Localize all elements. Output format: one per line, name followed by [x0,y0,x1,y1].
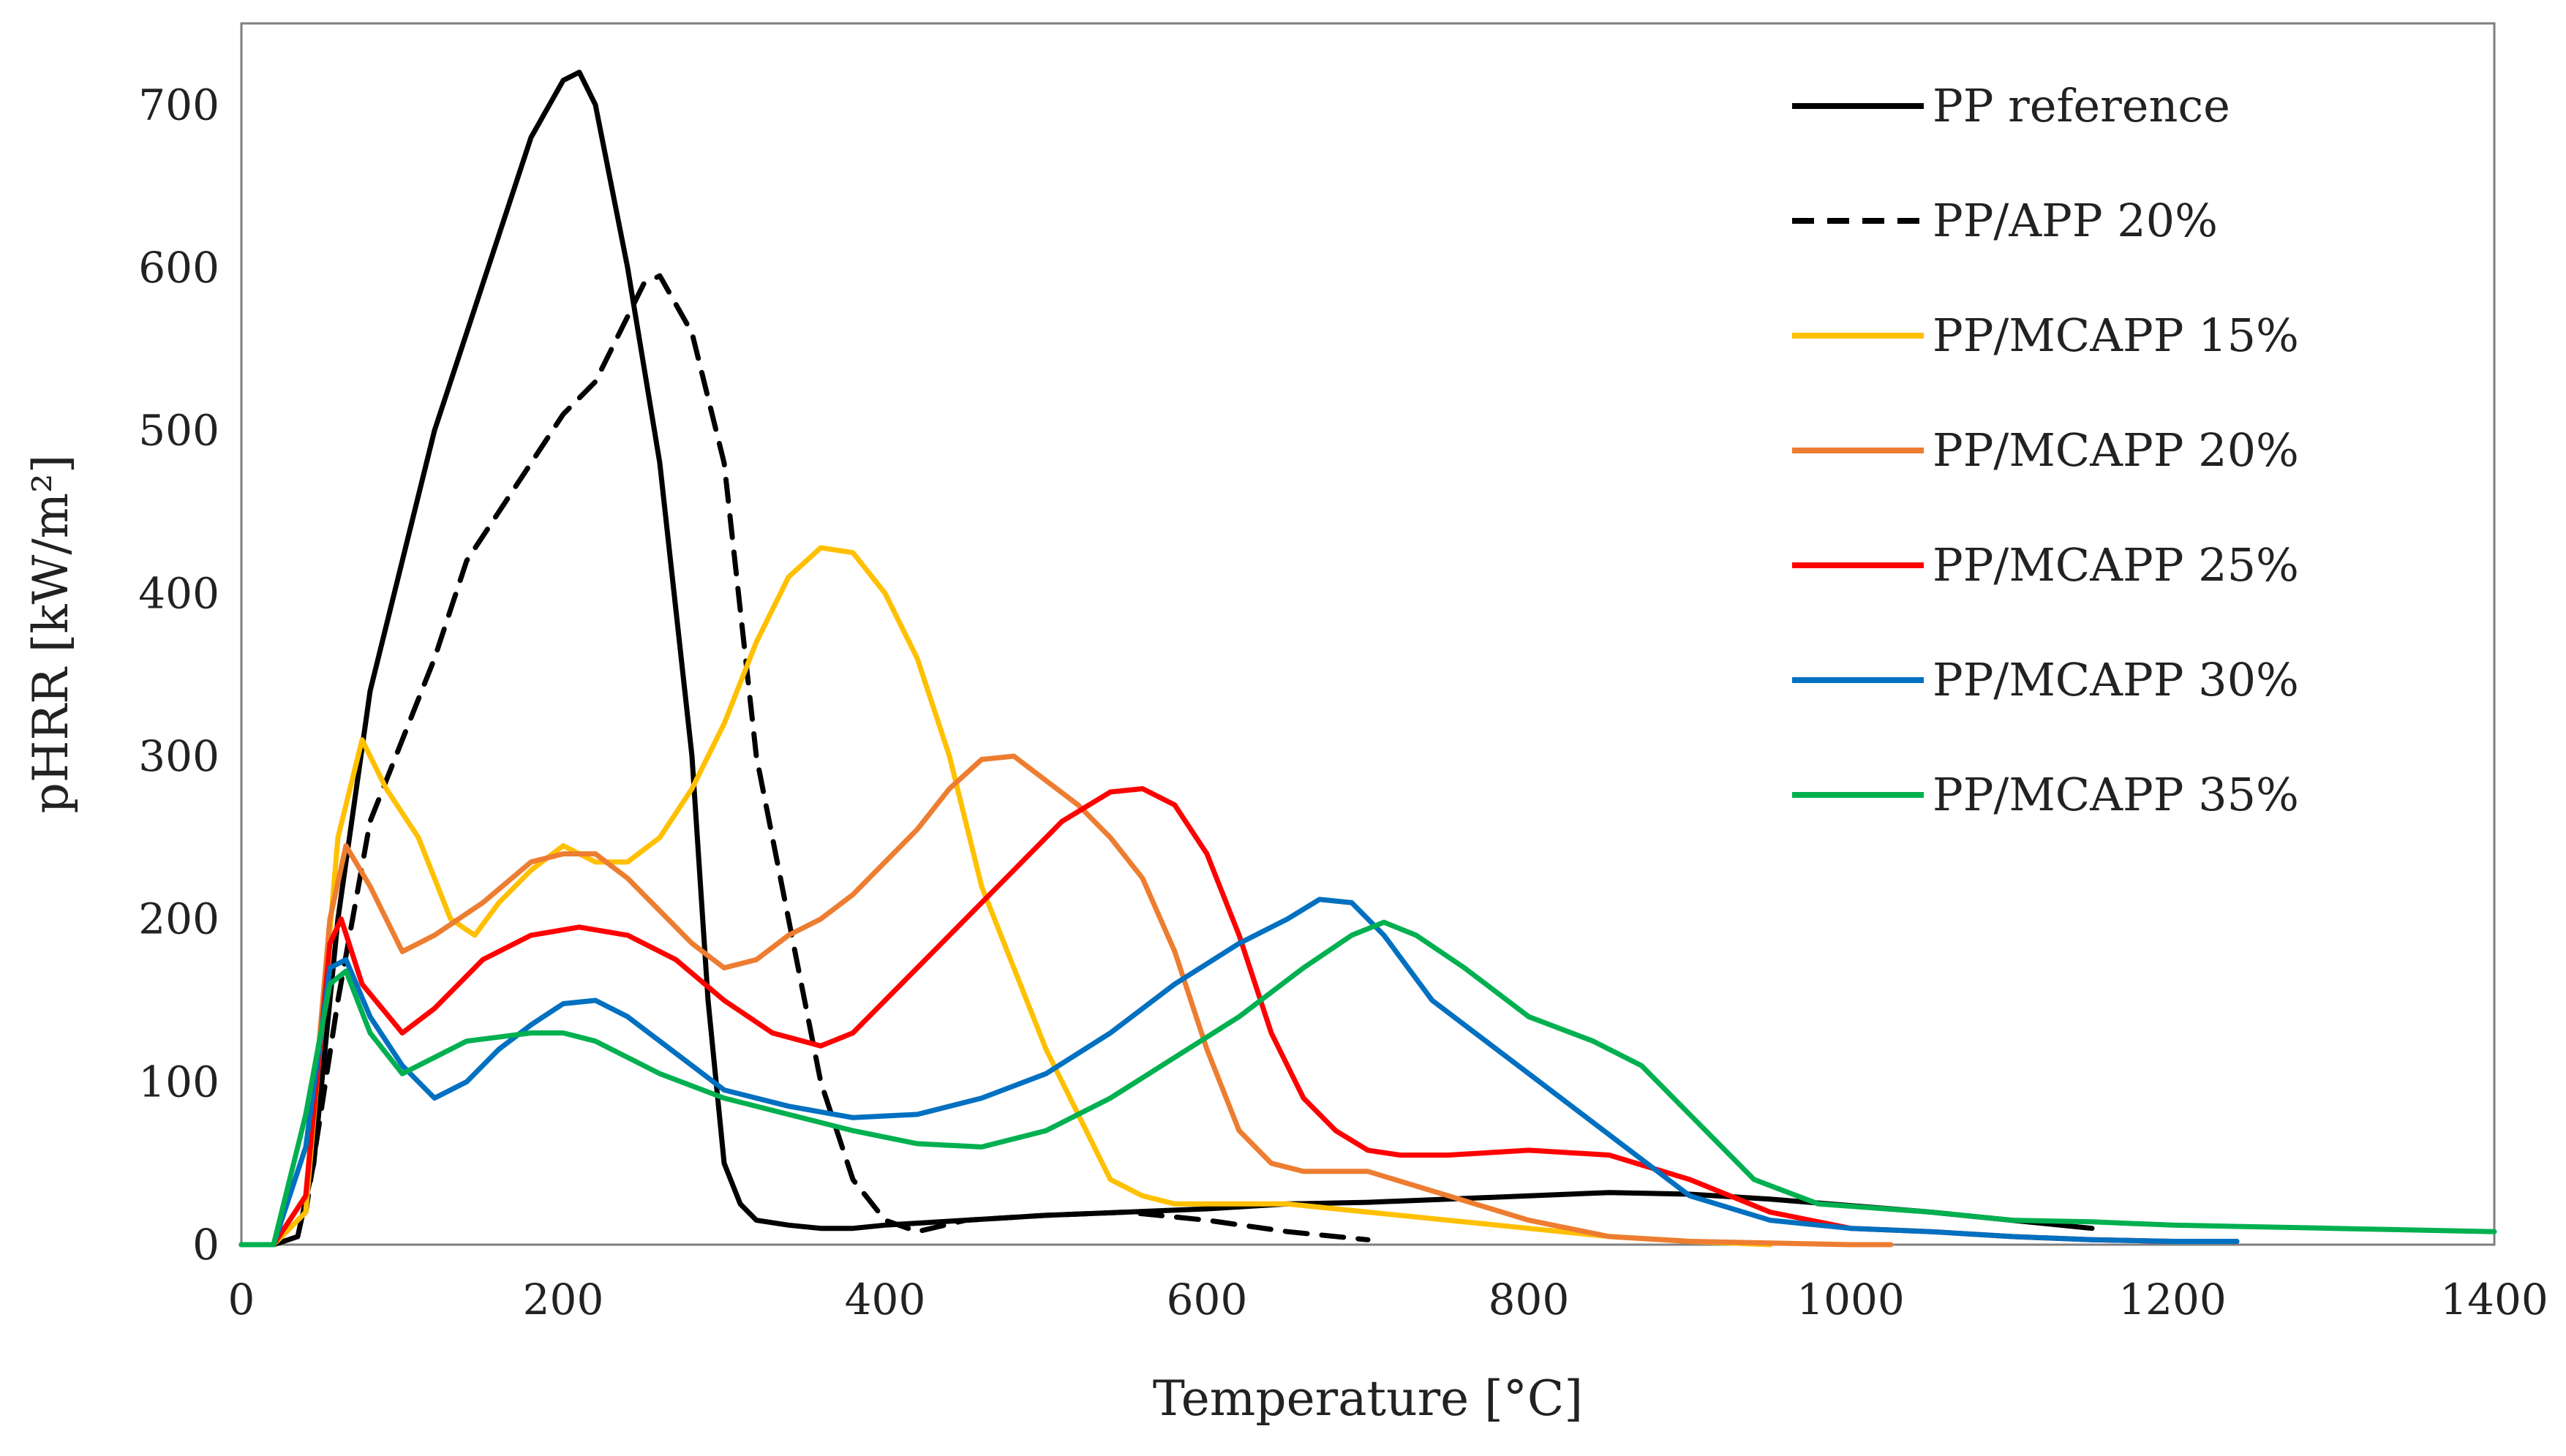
y-tick-label: 300 [138,731,219,781]
legend-label-4: PP/MCAPP 20% [1933,423,2299,477]
legend-label-6: PP/MCAPP 30% [1933,653,2299,706]
y-axis-title: pHRR [kW/m²] [23,455,79,814]
y-tick-label: 500 [138,406,219,456]
y-tick-label: 100 [138,1057,219,1106]
y-tick-label: 0 [192,1220,219,1270]
legend-label-2: PP/APP 20% [1933,194,2218,247]
x-tick-label: 200 [523,1275,604,1324]
ticks-layer: 0 200 400 600 800 1000 1200 1400 0 100 200 300 400 50… [138,80,2548,1324]
x-tick-label: 1000 [1796,1275,1905,1324]
series-line-4 [238,753,1894,1248]
x-tick-label: 1200 [2118,1275,2227,1324]
series-line-2 [238,273,1371,1248]
y-tick-label: 200 [138,894,219,944]
x-tick-label: 1400 [2440,1275,2548,1324]
y-tick-label: 700 [138,80,219,129]
x-tick-label: 800 [1489,1275,1570,1324]
series-line-5 [238,786,2240,1248]
legend-label-1: PP reference [1933,79,2230,132]
plot-area-frame [240,22,2496,1246]
x-tick-label: 600 [1167,1275,1248,1324]
legend: PP reference PP/APP 20% PP/MCAPP 15% PP/MCA… [1792,79,2299,821]
y-tick-label: 400 [138,568,219,618]
series-line-6 [238,897,2240,1248]
series-line-3 [238,545,1773,1248]
x-axis-title: Temperature [°C] [1153,1370,1583,1427]
series-line-1 [238,69,2095,1248]
y-tick-label: 600 [138,243,219,293]
series-layer [238,69,2497,1248]
x-tick-label: 0 [228,1275,255,1324]
legend-label-3: PP/MCAPP 15% [1933,309,2299,362]
legend-label-7: PP/MCAPP 35% [1933,768,2299,821]
legend-label-5: PP/MCAPP 25% [1933,538,2299,592]
x-tick-label: 400 [845,1275,926,1324]
series-line-7 [238,919,2497,1248]
